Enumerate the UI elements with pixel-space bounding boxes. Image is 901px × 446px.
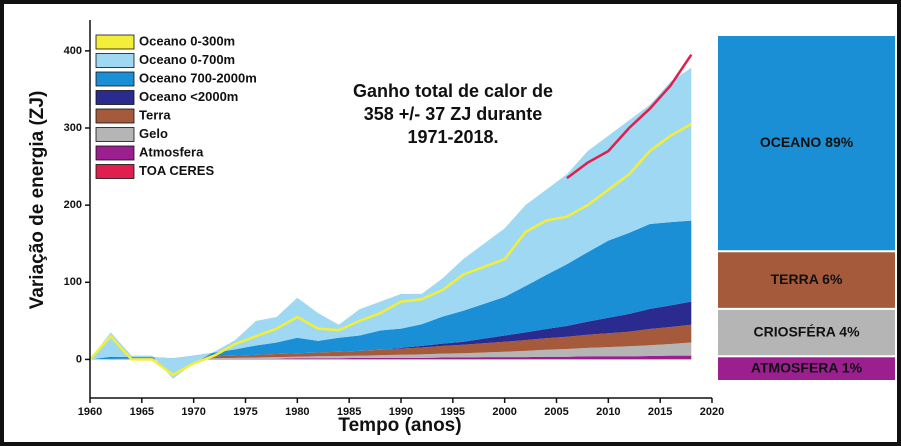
y-tick-label: 400: [64, 45, 82, 57]
annotation: 358 +/- 37 ZJ durante: [364, 104, 543, 124]
legend-label: Terra: [139, 107, 171, 122]
annotation: 1971-2018.: [407, 127, 498, 147]
area: [90, 220, 692, 360]
area: [90, 342, 692, 360]
x-tick-label: 1985: [337, 406, 361, 418]
legend-label: Oceano 0-700m: [139, 52, 235, 67]
legend-swatch: [95, 71, 135, 87]
line: [566, 54, 693, 180]
legend-label: TOA CERES: [139, 163, 214, 178]
share-category: OCEANO: [760, 134, 822, 150]
y-tick-label: 300: [64, 122, 82, 134]
y-axis-label: Variação de energia (ZJ): [27, 91, 48, 310]
share-label: TERRA 6%: [771, 271, 843, 287]
share-category: CRIOSFÉRA: [753, 323, 835, 339]
y-tick-label: 200: [64, 199, 82, 211]
area: [90, 301, 692, 360]
share-value-label: 4%: [839, 323, 860, 339]
x-tick-label: 1980: [285, 406, 309, 418]
share-value-label: 89%: [825, 134, 854, 150]
x-tick-label: 2000: [492, 406, 516, 418]
share-label: ATMOSFERA 1%: [751, 359, 863, 375]
share-value-label: 6%: [822, 271, 843, 287]
area: [90, 67, 692, 379]
x-tick-label: 1995: [441, 406, 465, 418]
legend-label: Oceano 700-2000m: [139, 70, 257, 85]
legend-swatch: [95, 108, 135, 124]
share-label: OCEANO 89%: [760, 134, 854, 150]
legend-swatch: [95, 34, 135, 50]
share-category: ATMOSFERA: [751, 359, 839, 375]
share-bar: [718, 252, 895, 308]
y-tick-label: 0: [76, 353, 82, 365]
share-bar: [718, 309, 895, 356]
x-tick-label: 1965: [130, 406, 154, 418]
area: [90, 324, 692, 360]
area: [90, 355, 692, 360]
legend-label: Oceano 0-300m: [139, 33, 235, 48]
legend-swatch: [95, 145, 135, 161]
x-axis-label: Tempo (anos): [338, 415, 461, 436]
x-tick-label: 2010: [596, 406, 620, 418]
line: [89, 123, 692, 377]
x-tick-label: 1975: [233, 406, 257, 418]
annotation: Ganho total de calor de: [353, 81, 553, 101]
share-bar: [718, 36, 895, 251]
legend-label: Oceano <2000m: [139, 89, 238, 104]
x-tick-label: 2005: [544, 406, 568, 418]
legend-swatch: [95, 53, 135, 68]
x-tick-label: 1960: [78, 406, 102, 418]
y-tick-label: 100: [64, 276, 82, 288]
x-tick-label: 1990: [389, 406, 413, 418]
legend-label: Atmosfera: [139, 144, 204, 159]
share-bar: [718, 357, 895, 380]
x-tick-label: 1970: [181, 406, 205, 418]
legend-swatch: [95, 90, 135, 105]
share-value-label: 1%: [842, 359, 863, 375]
share-category: TERRA: [771, 271, 819, 287]
x-tick-label: 2015: [648, 406, 672, 418]
legend-swatch: [95, 127, 135, 142]
legend-swatch: [95, 164, 135, 179]
x-tick-label: 2020: [700, 406, 724, 418]
share-label: CRIOSFÉRA 4%: [753, 323, 860, 339]
legend-label: Gelo: [139, 126, 168, 141]
